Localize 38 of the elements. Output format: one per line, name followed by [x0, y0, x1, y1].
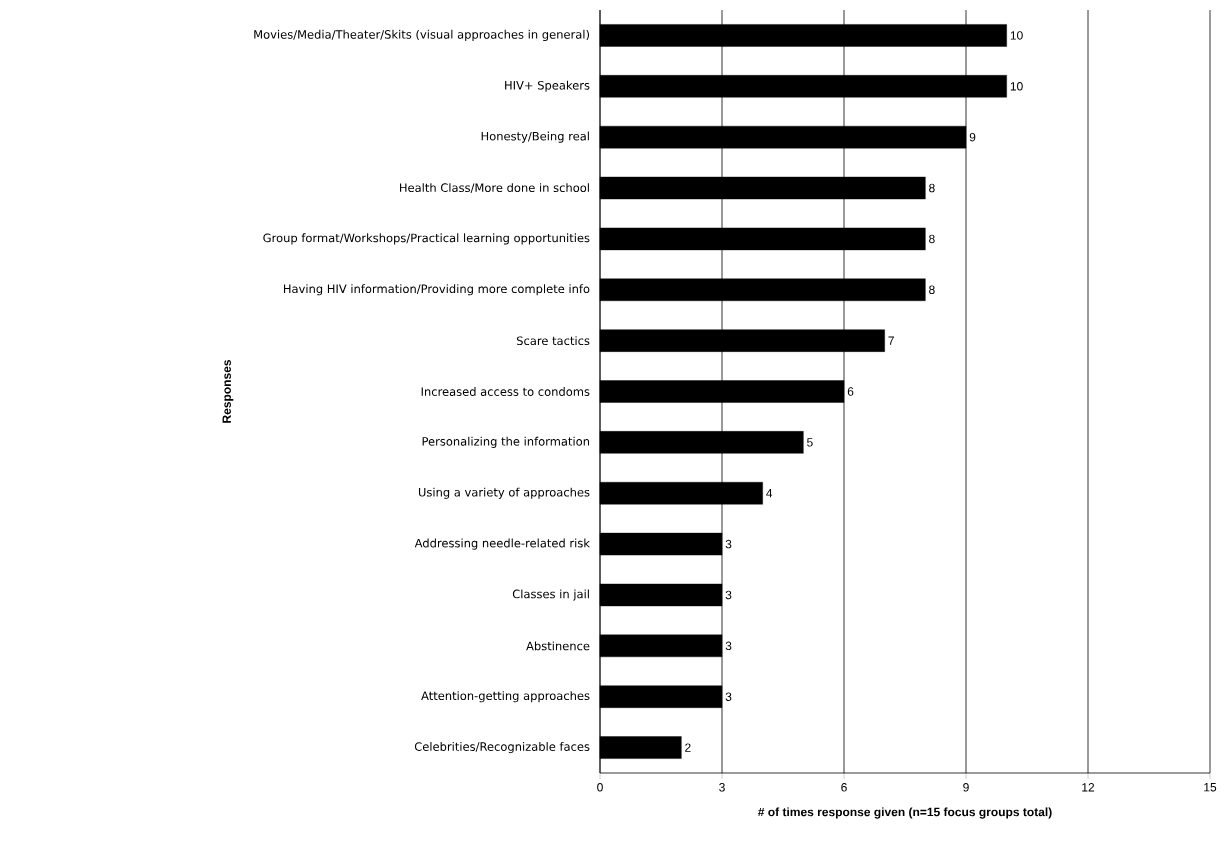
- y-tick-label: Having HIV information/Providing more complete info: [283, 284, 590, 296]
- y-tick-label: Attention-getting approaches: [421, 691, 590, 703]
- y-tick-label: Increased access to condoms: [421, 387, 590, 396]
- y-tick-label: Health Class/More done in school: [400, 183, 589, 193]
- data-label: 3: [725, 590, 732, 600]
- data-label: 10: [1010, 31, 1023, 40]
- y-tick-label: Scare tactics: [516, 336, 590, 346]
- data-label: 3: [725, 539, 732, 549]
- x-axis-title: # of times response given (n=15 focus groups total): [758, 807, 1052, 819]
- data-label: 8: [929, 285, 935, 295]
- data-label: 3: [725, 692, 732, 701]
- y-tick-label: Honesty/Being real: [481, 131, 589, 143]
- y-axis-title: Responses: [222, 359, 234, 423]
- data-label: 5: [807, 438, 813, 447]
- y-tick-label: Celebrities/Recognizable faces: [414, 742, 590, 754]
- y-tick-label: Using a variety of approaches: [418, 487, 590, 499]
- y-tick-label: Group format/Workshops/Practical learning opportunities: [263, 233, 590, 245]
- x-tick-label: 3: [719, 783, 725, 792]
- data-label: 8: [929, 183, 935, 193]
- data-label: 4: [766, 489, 773, 498]
- y-tick-label: Classes in jail: [512, 589, 589, 601]
- y-tick-label: Personalizing the information: [422, 436, 590, 448]
- x-tick-label: 9: [963, 783, 969, 792]
- data-label: 10: [1010, 82, 1023, 91]
- y-tick-label: Movies/Media/Theater/Skits (visual approaches in general): [254, 29, 590, 41]
- data-label: 3: [725, 641, 732, 651]
- data-label: 6: [847, 387, 854, 396]
- data-label: 9: [969, 132, 976, 142]
- data-label: 7: [888, 336, 894, 345]
- x-tick-label: 15: [1204, 783, 1217, 792]
- x-tick-label: 0: [597, 783, 603, 792]
- y-tick-label: HIV+ Speakers: [505, 80, 590, 92]
- x-tick-label: 6: [841, 783, 847, 792]
- data-label: 8: [929, 234, 935, 244]
- y-tick-label: Addressing needle-related risk: [414, 538, 590, 550]
- data-label: 2: [685, 743, 691, 752]
- y-tick-label: Abstinence: [526, 641, 590, 651]
- x-tick-label: 12: [1082, 783, 1095, 792]
